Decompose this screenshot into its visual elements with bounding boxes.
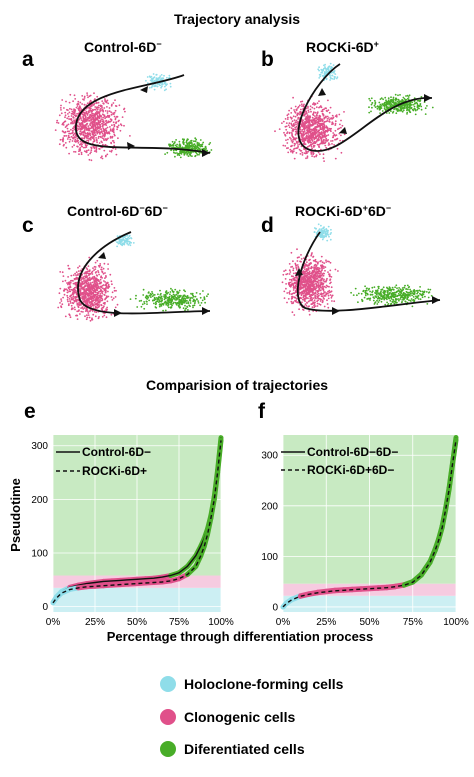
umap-title-c-main2: 6D [145, 203, 163, 219]
trajectory-arrow-b2 [339, 127, 347, 134]
x-tick-f-3: 75% [403, 617, 423, 628]
umap-title-d-sup: + [363, 203, 368, 213]
umap-title-a-main: Control-6D [84, 39, 156, 55]
key-swatch-holoclone [160, 676, 176, 692]
umap-b-cluster-holoclone [317, 62, 339, 82]
x-tick-f-0: 0% [276, 617, 291, 628]
x-tick-e-1: 25% [85, 617, 105, 628]
x-tick-e-4: 100% [208, 617, 234, 628]
umap-title-c-sup: − [139, 203, 144, 213]
x-tick-e-3: 75% [169, 617, 189, 628]
umap-b-cluster-clonogenic [274, 95, 346, 163]
umap-title-d-sup2: − [386, 203, 391, 213]
trajectory-arrow-a2 [127, 142, 135, 150]
panel-letter-c: c [22, 214, 34, 237]
key-label-holoclone: Holoclone-forming cells [184, 676, 344, 692]
chart-panel-f: f 0% 25% 50% 75% 100% 0 100 200 300 Control-6D−6… [258, 400, 469, 628]
umap-title-b-sup: + [374, 39, 379, 49]
key-swatch-differentiated [160, 741, 176, 757]
cell-type-key: Holoclone-forming cells Clonogenic cells… [160, 676, 344, 757]
umap-panel-a: a Control-6D− [22, 39, 213, 162]
panel-letter-f: f [258, 400, 266, 423]
umap-title-d-main2: 6D [368, 203, 386, 219]
figure-title-top: Trajectory analysis [174, 11, 300, 27]
trajectory-arrow-a1 [140, 86, 148, 93]
trajectory-arrow-d1 [295, 268, 303, 276]
umap-title-c-main: Control-6D [67, 203, 139, 219]
y-tick-f-2: 200 [261, 501, 278, 512]
legend-e-label-1: Control-6D− [82, 445, 151, 459]
x-axis-label: Percentage through differentiation proce… [107, 629, 374, 644]
umap-panel-b: b ROCKi-6D+ [261, 39, 434, 163]
x-tick-e-2: 50% [127, 617, 147, 628]
umap-scatter-d [281, 223, 435, 316]
panel-letter-a: a [22, 48, 34, 71]
x-tick-f-4: 100% [443, 617, 469, 628]
umap-title-c-sup2: − [163, 203, 168, 213]
trajectory-arrow-c1 [98, 252, 106, 259]
umap-d-cluster-clonogenic [281, 248, 339, 316]
trajectory-arrow-c3 [202, 307, 210, 315]
key-label-clonogenic: Clonogenic cells [184, 709, 295, 725]
umap-a-cluster-clonogenic [54, 92, 131, 162]
umap-c-cluster-holoclone [114, 234, 135, 248]
chart-panel-e: e Pseudotime 0% 25% 50% 75% 100% 0 100 200 300 C… [8, 400, 234, 628]
key-label-differentiated: Diferentiated cells [184, 741, 305, 757]
trajectory-arrow-d2 [332, 307, 340, 315]
y-tick-e-3: 300 [31, 441, 48, 452]
trajectory-line-c [77, 231, 211, 315]
y-tick-f-3: 300 [261, 451, 278, 462]
umap-panel-d: d ROCKi-6D+6D− [261, 203, 441, 316]
trajectory-arrow-c2 [114, 309, 122, 317]
trajectory-line-a [75, 74, 211, 154]
series-line-e-1 [52, 440, 222, 604]
trajectory-arrow-a3 [202, 149, 210, 157]
y-axis-label-e: Pseudotime [8, 478, 23, 552]
series-line-f-1 [282, 439, 457, 608]
trajectory-arrow-b3 [424, 94, 432, 102]
umap-title-d: ROCKi-6D+6D− [295, 203, 391, 219]
panel-letter-e: e [24, 400, 36, 423]
umap-title-b: ROCKi-6D+ [306, 39, 379, 55]
y-tick-e-1: 100 [31, 549, 48, 560]
panel-letter-b: b [261, 48, 274, 71]
legend-f: Control-6D−6D− ROCKi-6D+6D− [281, 445, 398, 477]
legend-f-label-2: ROCKi-6D+6D− [307, 463, 394, 477]
x-tick-f-1: 25% [316, 617, 336, 628]
y-tick-f-0: 0 [272, 602, 278, 613]
umap-title-d-main: ROCKi-6D [295, 203, 363, 219]
y-tick-f-1: 100 [261, 552, 278, 563]
umap-scatter-b [274, 62, 434, 163]
x-tick-f-2: 50% [359, 617, 379, 628]
trajectory-line-b [297, 63, 433, 152]
umap-c-cluster-differentiated [129, 287, 210, 312]
trajectory-arrow-b1 [318, 88, 326, 96]
umap-title-c: Control-6D−6D− [67, 203, 168, 219]
key-swatch-clonogenic [160, 709, 176, 725]
umap-title-a: Control-6D− [84, 39, 162, 55]
umap-d-cluster-differentiated [350, 284, 435, 308]
umap-d-cluster-holoclone [313, 223, 332, 242]
figure-title-bottom: Comparision of trajectories [146, 377, 328, 393]
y-tick-e-0: 0 [42, 602, 48, 613]
legend-e: Control-6D− ROCKi-6D+ [56, 445, 151, 478]
panel-letter-d: d [261, 214, 274, 237]
umap-panel-c: c Control-6D−6D− [22, 203, 211, 322]
trajectory-arrow-d3 [432, 296, 440, 304]
y-tick-e-2: 200 [31, 495, 48, 506]
umap-a-cluster-differentiated [164, 137, 213, 159]
x-tick-e-0: 0% [46, 617, 61, 628]
legend-f-label-1: Control-6D−6D− [307, 445, 398, 459]
umap-title-a-sup: − [156, 39, 161, 49]
legend-e-label-2: ROCKi-6D+ [82, 464, 147, 478]
trajectory-line-d [296, 231, 441, 312]
umap-title-b-main: ROCKi-6D [306, 39, 374, 55]
